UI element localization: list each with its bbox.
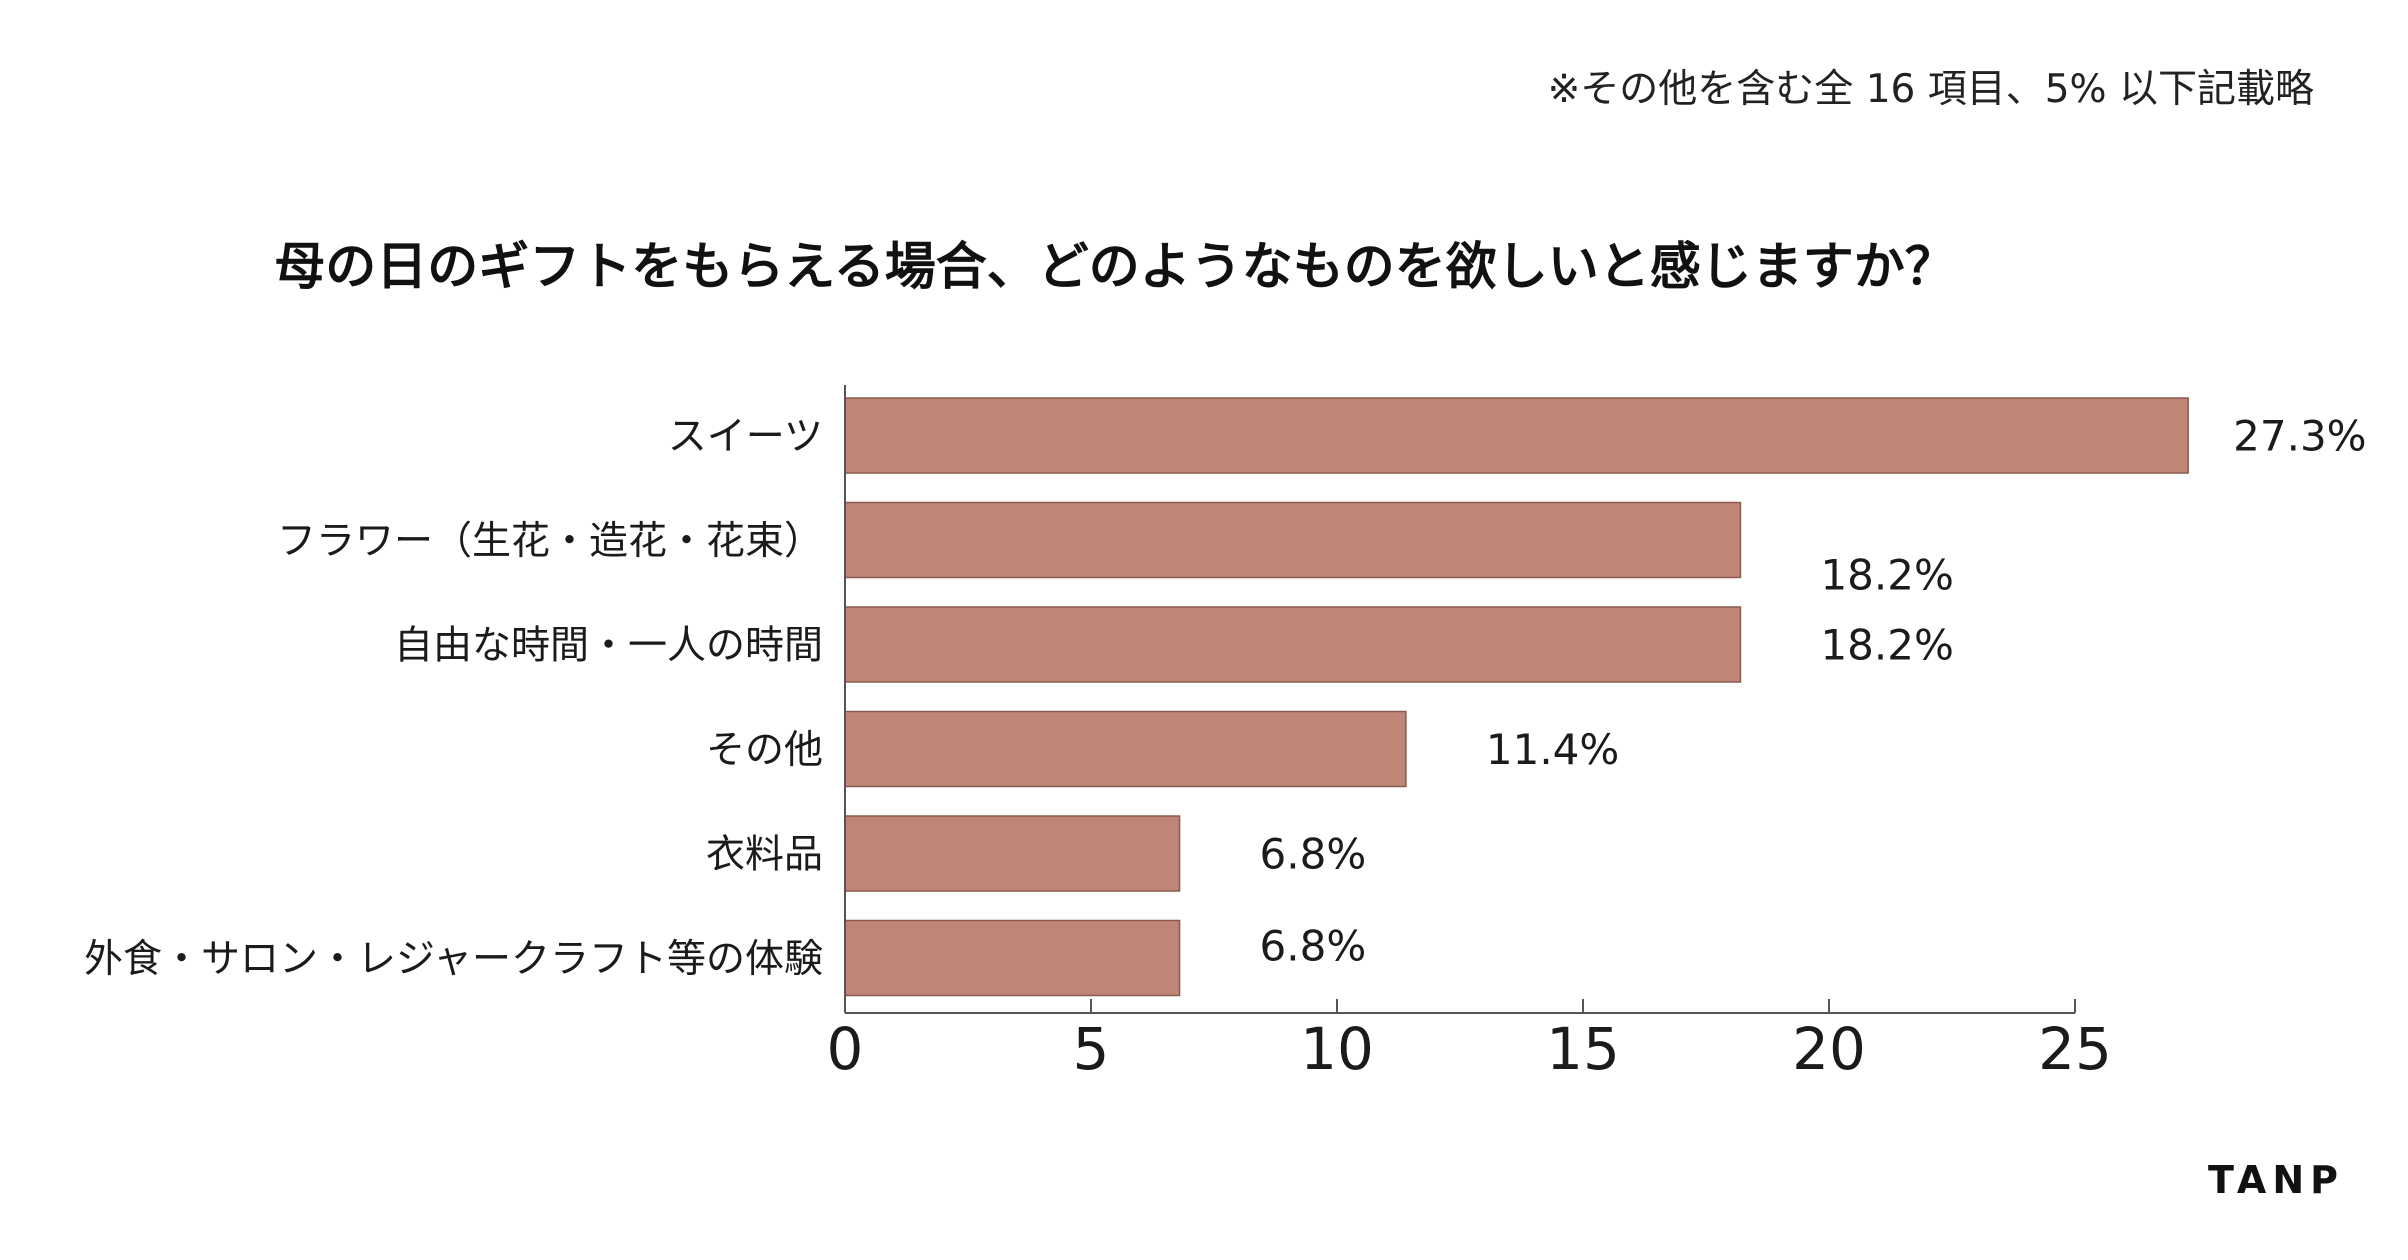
x-tick-label: 15 [1546, 1015, 1620, 1083]
footnote: ※その他を含む全 16 項目、5% 以下記載略 [1547, 67, 2314, 112]
x-tick-label: 20 [1792, 1015, 1866, 1083]
bar-1 [844, 501, 1742, 579]
bar-0 [844, 397, 2189, 474]
bar-5 [844, 919, 1181, 997]
bar-3 [844, 710, 1407, 788]
x-tick-label: 0 [827, 1015, 864, 1083]
category-label: その他 [706, 728, 823, 773]
bar-2 [844, 606, 1742, 683]
tanp-logo: TANP [2207, 1158, 2344, 1202]
value-label: 27.3% [2233, 412, 2366, 461]
category-label: スイーツ [668, 415, 823, 460]
category-label: 外食・サロン・レジャークラフト等の体験 [84, 937, 823, 982]
category-label: フラワー（生花・造花・花束） [277, 519, 823, 564]
value-label: 18.2% [1820, 621, 1953, 670]
value-label: 11.4% [1486, 725, 1619, 774]
category-label: 衣料品 [706, 833, 823, 878]
chart-title: 母の日のギフトをもらえる場合、どのようなものを欲しいと感じますか？ [274, 238, 1956, 297]
category-label: 自由な時間・一人の時間 [394, 624, 823, 669]
x-tick-label: 10 [1300, 1015, 1374, 1083]
x-tick-label: 5 [1073, 1015, 1110, 1083]
value-label: 6.8% [1260, 922, 1367, 971]
x-tick-label: 25 [2038, 1015, 2112, 1083]
value-label: 6.8% [1260, 830, 1367, 879]
bar-4 [844, 815, 1181, 892]
value-label: 18.2% [1820, 551, 1953, 600]
